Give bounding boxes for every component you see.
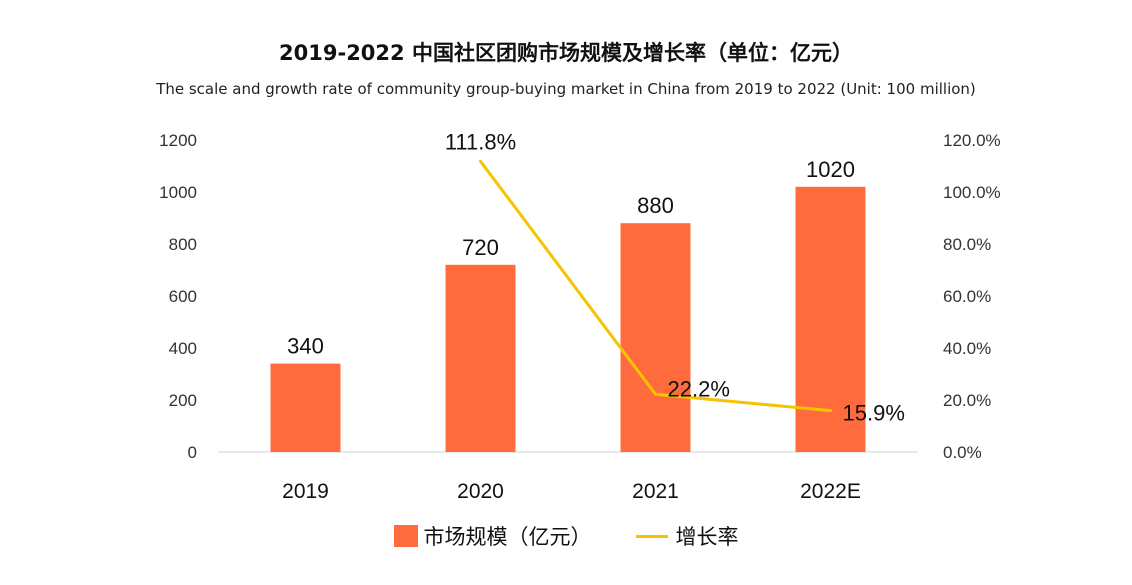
y-right-tick-label: 0.0% — [943, 443, 982, 462]
legend-item-market-size[interactable]: 市场规模（亿元） — [393, 521, 592, 551]
x-tick-label: 2021 — [632, 480, 679, 503]
x-tick-label: 2022E — [800, 480, 861, 503]
line-value-label: 15.9% — [843, 401, 905, 426]
bar-value-label: 1020 — [806, 157, 855, 182]
y-left-tick-label: 400 — [169, 339, 197, 358]
legend-swatch-line — [635, 534, 668, 538]
bar — [445, 264, 516, 452]
y-left-tick-label: 200 — [169, 391, 197, 410]
bar — [620, 223, 691, 452]
bar-value-label: 340 — [287, 334, 324, 359]
legend: 市场规模（亿元） 增长率 — [0, 521, 1132, 551]
legend-swatch-bar — [393, 525, 418, 547]
y-left-tick-label: 800 — [169, 235, 197, 254]
legend-item-growth-rate[interactable]: 增长率 — [635, 521, 739, 551]
chart-title: 2019-2022 中国社区团购市场规模及增长率（单位：亿元） — [279, 41, 853, 65]
y-right-tick-label: 80.0% — [943, 235, 991, 254]
y-left-tick-label: 1000 — [159, 183, 197, 202]
legend-label-growth-rate: 增长率 — [675, 525, 739, 549]
line-value-label: 22.2% — [668, 376, 730, 401]
y-left-tick-label: 0 — [188, 443, 197, 462]
x-tick-label: 2020 — [457, 480, 504, 503]
bar-value-label: 880 — [637, 193, 674, 218]
y-right-tick-label: 120.0% — [943, 131, 1001, 150]
y-right-tick-label: 40.0% — [943, 339, 991, 358]
y-left-tick-label: 600 — [169, 287, 197, 306]
chart-subtitle: The scale and growth rate of community g… — [156, 80, 976, 98]
bar — [270, 363, 341, 452]
line-value-label: 111.8% — [445, 129, 516, 154]
x-tick-label: 2019 — [282, 480, 329, 503]
bar-value-label: 720 — [462, 235, 499, 260]
y-right-tick-label: 100.0% — [943, 183, 1001, 202]
y-right-tick-label: 20.0% — [943, 391, 991, 410]
y-left-tick-label: 1200 — [159, 131, 197, 150]
legend-label-market-size: 市场规模（亿元） — [423, 525, 592, 549]
y-right-tick-label: 60.0% — [943, 287, 991, 306]
